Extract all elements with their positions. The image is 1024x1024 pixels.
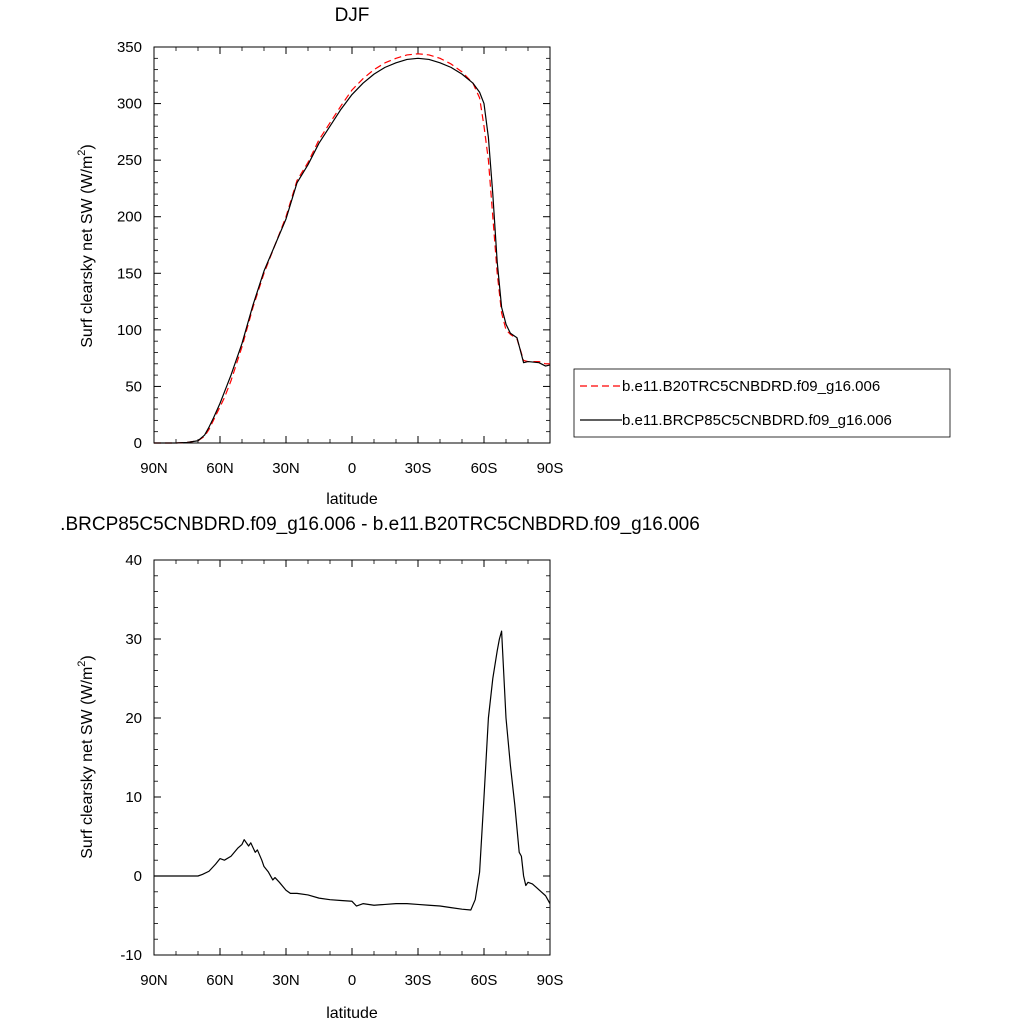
top-ytick-label: 200 bbox=[117, 209, 142, 226]
bottom-xtick-label: 60N bbox=[206, 972, 234, 989]
bottom-ytick-label: 30 bbox=[125, 631, 142, 648]
top-ytick-label: 100 bbox=[117, 322, 142, 339]
top-ytick-label: 50 bbox=[125, 378, 142, 395]
bottom-xtick-label: 90S bbox=[537, 972, 564, 989]
bottom-y-axis-label-main: Surf clearsky net SW (W/m bbox=[79, 667, 96, 859]
bottom-y-axis-label-end: ) bbox=[79, 655, 96, 660]
bottom-series-line-0 bbox=[154, 630, 551, 911]
bottom-series-group bbox=[154, 630, 551, 911]
top-y-axis-label-main: Surf clearsky net SW (W/m bbox=[79, 156, 96, 348]
bottom-x-axis-label: latitude bbox=[326, 1005, 378, 1022]
legend-label-b20trc: b.e11.B20TRC5CNBDRD.f09_g16.006 bbox=[622, 378, 880, 395]
top-axes: 0 50 100 150 200 250 300 350 90N 60N 30N 0 30S 60S 90S bbox=[117, 39, 563, 477]
top-ytick-label: 250 bbox=[117, 152, 142, 169]
top-xtick-label: 90N bbox=[140, 460, 168, 477]
top-xtick-label: 60N bbox=[206, 460, 234, 477]
top-series-group bbox=[154, 53, 551, 444]
bottom-axes: -10 0 10 20 30 40 90N 60N 30N 0 30S 60S 90S bbox=[120, 552, 563, 989]
bottom-xtick-label: 30S bbox=[405, 972, 432, 989]
bottom-xtick-label: 60S bbox=[471, 972, 498, 989]
top-y-axis-label-sup: 2 bbox=[76, 150, 88, 156]
top-y-axis-label: Surf clearsky net SW (W/m2) bbox=[76, 144, 96, 347]
legend-label-brcp85: b.e11.BRCP85C5CNBDRD.f09_g16.006 bbox=[622, 412, 892, 429]
top-ytick-label: 300 bbox=[117, 96, 142, 113]
top-xtick-label: 30N bbox=[272, 460, 300, 477]
top-plot-frame bbox=[153, 46, 551, 444]
bottom-panel: .BRCP85C5CNBDRD.f09_g16.006 - b.e11.B20T… bbox=[60, 514, 700, 1022]
top-xtick-label: 30S bbox=[405, 460, 432, 477]
bottom-xtick-label: 0 bbox=[348, 972, 356, 989]
top-series-line-1 bbox=[154, 57, 551, 444]
top-xtick-label: 60S bbox=[471, 460, 498, 477]
legend: b.e11.B20TRC5CNBDRD.f09_g16.006 b.e11.BR… bbox=[573, 368, 951, 438]
top-ytick-label: 350 bbox=[117, 39, 142, 56]
top-y-axis-label-end: ) bbox=[79, 144, 96, 149]
legend-box bbox=[573, 368, 951, 438]
bottom-ytick-label: 40 bbox=[125, 552, 142, 569]
top-xtick-label: 90S bbox=[537, 460, 564, 477]
bottom-y-axis-label: Surf clearsky net SW (W/m2) bbox=[76, 655, 96, 858]
top-chart-title: DJF bbox=[335, 5, 370, 26]
top-ytick-label: 150 bbox=[117, 265, 142, 282]
bottom-ytick-label: 10 bbox=[125, 789, 142, 806]
top-xtick-label: 0 bbox=[348, 460, 356, 477]
bottom-xtick-label: 30N bbox=[272, 972, 300, 989]
bottom-ytick-label: 20 bbox=[125, 710, 142, 727]
top-series-line-0 bbox=[154, 53, 550, 444]
bottom-xtick-label: 90N bbox=[140, 972, 168, 989]
bottom-ytick-label: 0 bbox=[134, 868, 142, 885]
top-ytick-label: 0 bbox=[134, 435, 142, 452]
top-x-axis-label: latitude bbox=[326, 491, 378, 508]
bottom-chart-title: .BRCP85C5CNBDRD.f09_g16.006 - b.e11.B20T… bbox=[60, 514, 700, 535]
bottom-ytick-label: -10 bbox=[120, 947, 142, 964]
bottom-y-axis-label-sup: 2 bbox=[76, 661, 88, 667]
top-panel: DJF 0 50 100 150 200 250 300 350 90N 60N 30N 0 30S 60… bbox=[76, 5, 563, 508]
bottom-plot-frame bbox=[153, 559, 551, 956]
